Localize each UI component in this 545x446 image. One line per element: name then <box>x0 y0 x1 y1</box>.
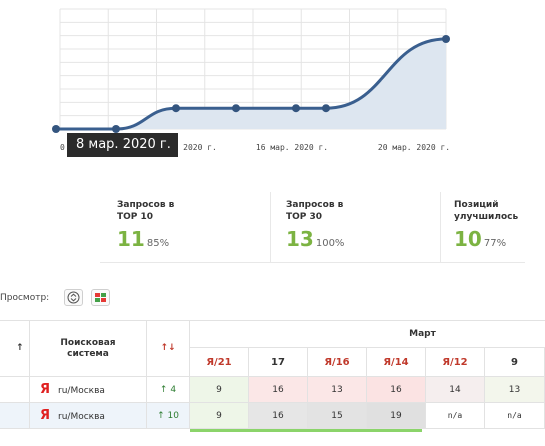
chart-area <box>56 39 446 129</box>
sort-arrow-header[interactable]: ↑ <box>0 320 30 377</box>
date-column-header[interactable]: Я/21 <box>190 348 249 377</box>
stat-label: Позиций улучшилось <box>454 200 519 222</box>
date-column-header[interactable]: 9 <box>485 348 545 377</box>
view-label: Просмотр: <box>0 293 50 303</box>
position-cell: 16 <box>249 403 308 429</box>
highlight-bar <box>190 429 422 432</box>
region-label: ru/Москва <box>58 386 105 396</box>
stats-divider <box>100 262 525 263</box>
position-cell: 15 <box>308 403 367 429</box>
stat-label: Запросов в TOP 10 <box>117 200 175 222</box>
month-header: Март <box>190 320 545 348</box>
x-tick-label: 16 мар. 2020 г. <box>256 143 328 152</box>
date-column-header[interactable]: Я/14 <box>367 348 426 377</box>
data-point[interactable] <box>442 35 450 43</box>
stat-percent: 77% <box>483 238 507 249</box>
stat-percent: 85% <box>146 238 170 249</box>
stat-value: 11 <box>117 227 145 251</box>
stat-value: 10 <box>454 227 482 251</box>
date-column-header[interactable]: 17 <box>249 348 308 377</box>
data-point[interactable] <box>292 104 300 113</box>
data-point[interactable] <box>322 104 330 113</box>
date-column-header[interactable]: Я/16 <box>308 348 367 377</box>
color-grid-icon <box>95 293 106 302</box>
stat-top10: Запросов в TOP 10 11 85% <box>117 199 197 251</box>
position-cell: 19 <box>367 403 426 429</box>
position-change: ↑ 4 <box>147 377 190 403</box>
x-tick-label: 20 мар. 2020 г. <box>378 143 450 152</box>
position-cell: n/a <box>485 403 545 429</box>
stat-top30: Запросов в TOP 30 13 100% <box>286 199 366 251</box>
change-header[interactable]: ↑↓ <box>147 320 190 377</box>
date-column-header[interactable]: Я/12 <box>426 348 485 377</box>
x-tick-label: 0 <box>60 143 65 152</box>
position-cell: 9 <box>190 377 249 403</box>
position-cell: n/a <box>426 403 485 429</box>
region-label: ru/Москва <box>58 412 105 422</box>
x-tick-label: 2020 г. <box>183 143 217 152</box>
position-cell: 16 <box>249 377 308 403</box>
stat-percent: 100% <box>315 238 345 249</box>
row-checkbox-cell <box>0 377 30 403</box>
stat-divider <box>270 192 271 262</box>
stat-value: 13 <box>286 227 314 251</box>
stat-divider <box>440 192 441 262</box>
data-point[interactable] <box>112 125 120 133</box>
position-cell: 9 <box>190 403 249 429</box>
data-point[interactable] <box>232 104 240 113</box>
position-cell: 13 <box>485 377 545 403</box>
position-cell: 16 <box>367 377 426 403</box>
color-view-button[interactable] <box>91 289 110 306</box>
chevron-updown-icon <box>67 291 80 304</box>
stat-improved: Позиций улучшилось 10 77% <box>454 199 534 251</box>
data-point[interactable] <box>52 125 60 133</box>
chart-tooltip: 8 мар. 2020 г. <box>67 133 178 157</box>
sort-toggle-button[interactable] <box>64 289 83 306</box>
row-checkbox-cell <box>0 403 30 429</box>
stat-label: Запросов в TOP 30 <box>286 200 344 222</box>
yandex-icon: Я <box>40 382 51 397</box>
data-point[interactable] <box>172 104 180 113</box>
position-cell: 13 <box>308 377 367 403</box>
position-cell: 14 <box>426 377 485 403</box>
yandex-icon: Я <box>40 408 51 423</box>
positions-chart: 0 2020 г. 16 мар. 2020 г. 20 мар. 2020 г. <box>52 8 450 152</box>
position-change: ↑ 10 <box>147 403 190 429</box>
search-engine-header[interactable]: Поисковая система <box>30 320 147 377</box>
